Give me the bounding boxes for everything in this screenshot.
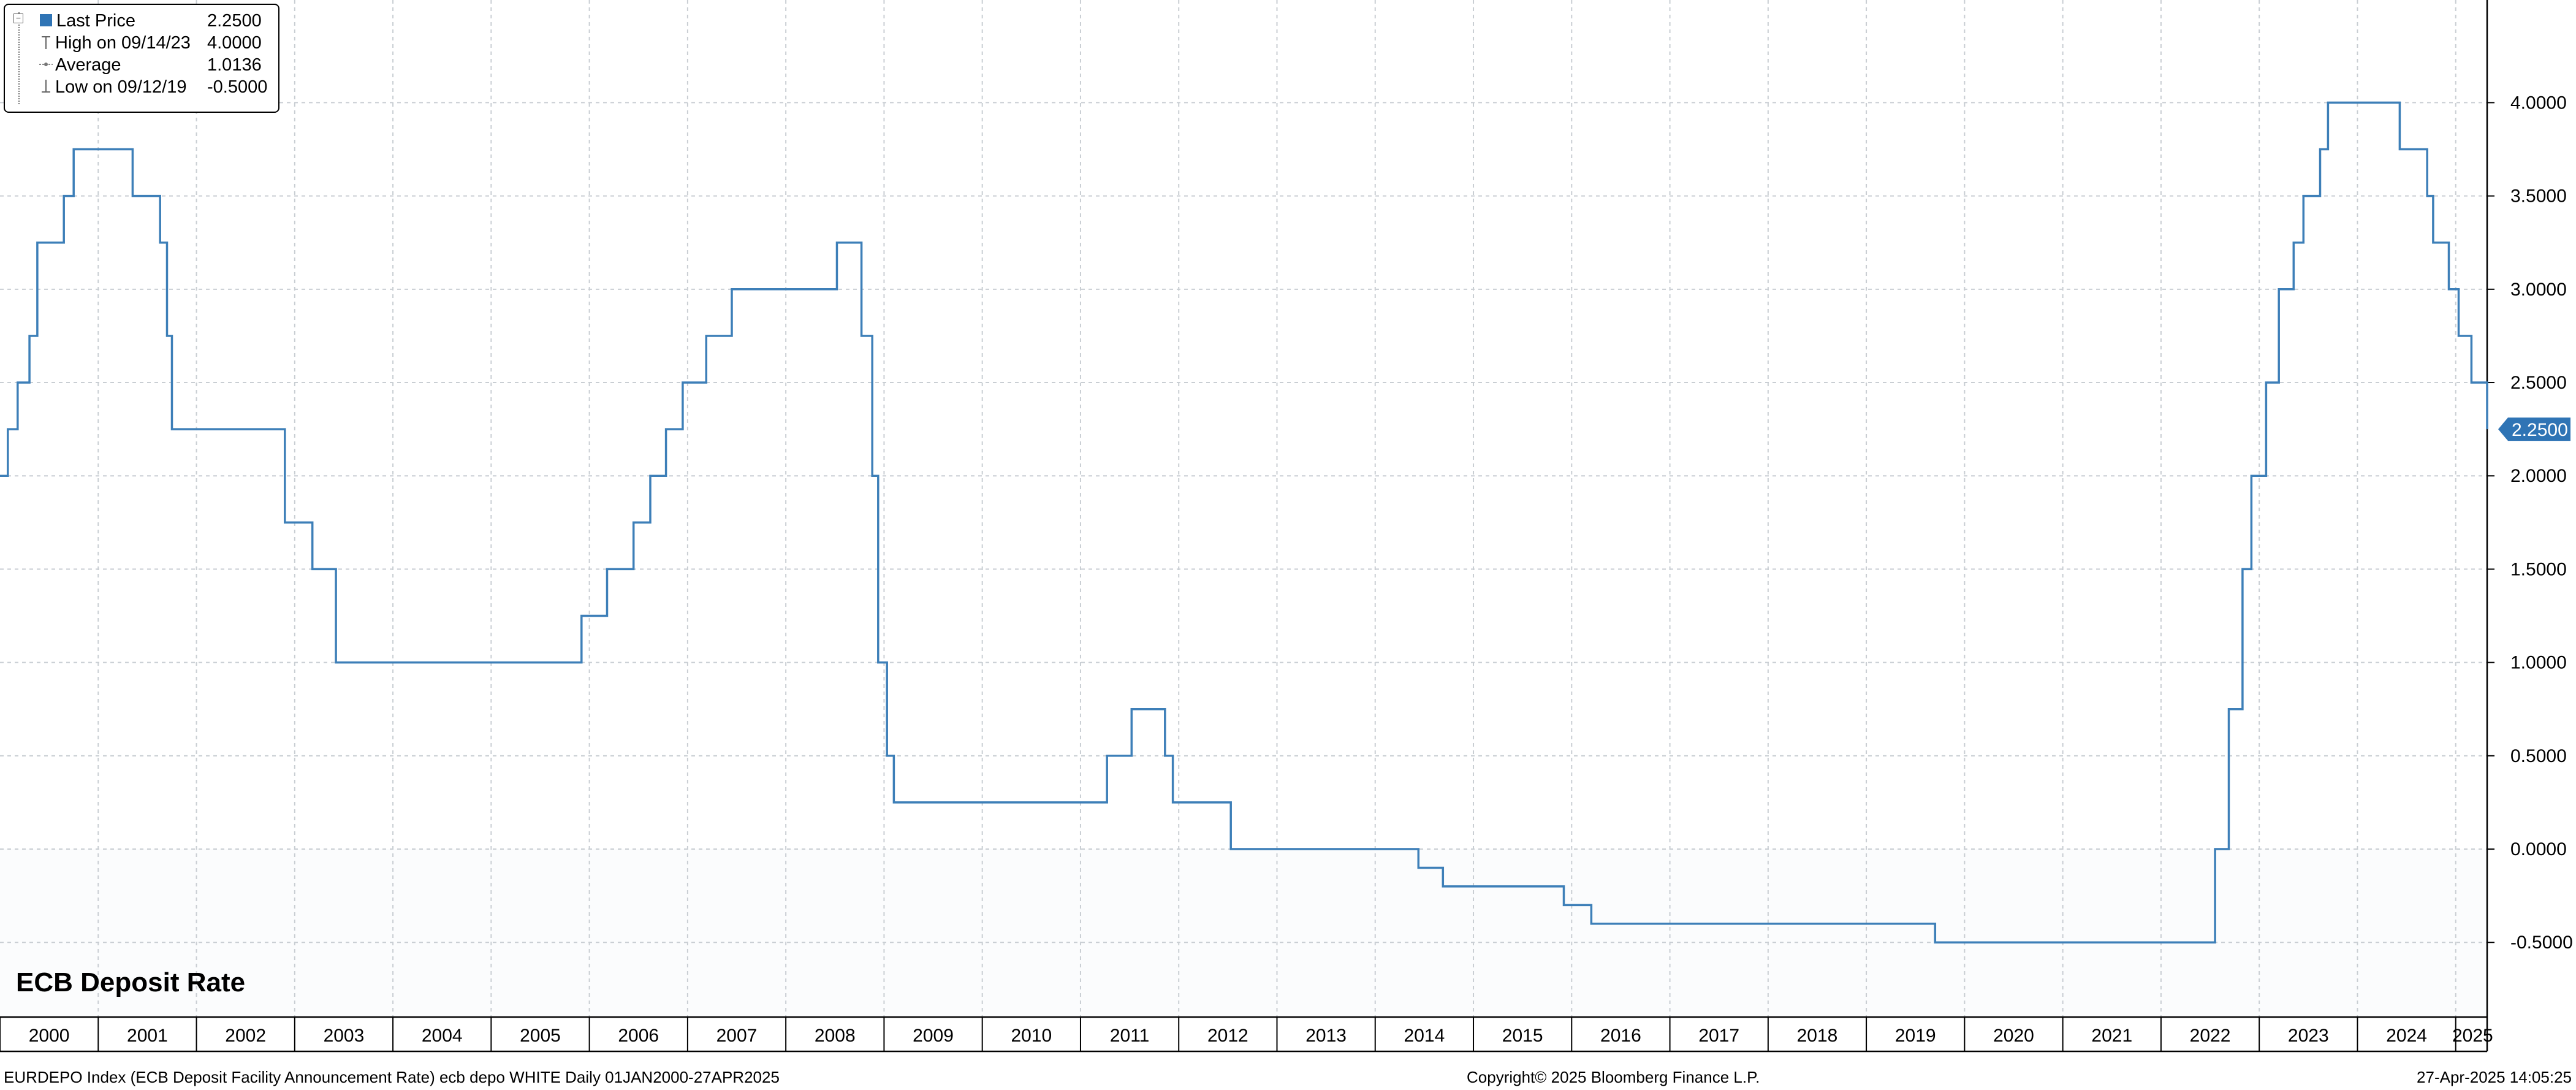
x-tick-label: 2007 [716,1026,758,1046]
last-value-tag-shape [2498,417,2570,441]
legend-label: High on 09/14/23 [55,33,191,53]
legend-row-average: Average 1.0136 [5,54,278,76]
x-tick-label: 2020 [1993,1026,2034,1046]
x-axis-ticks: 2000 2001 2002 2003 2004 2005 2006 2007 2008 2009… [0,1017,2493,1051]
x-tick-label: 2017 [1698,1026,1739,1046]
legend-label: Last Price [56,11,135,31]
x-tick-label: 2010 [1011,1026,1052,1046]
x-tick-label: 2000 [29,1026,70,1046]
x-tick-label: 2019 [1895,1026,1936,1046]
y-tick-label: 2.0000 [2510,466,2567,486]
x-tick-label: 2016 [1600,1026,1641,1046]
x-tick-label: 2008 [815,1026,856,1046]
x-tick-label: 2001 [127,1026,168,1046]
legend-label: Low on 09/12/19 [55,77,187,97]
x-tick-label: 2022 [2190,1026,2231,1046]
legend-row-last-price: Last Price 2.2500 [5,10,278,32]
x-tick-label: 2004 [422,1026,463,1046]
legend-tree-line [18,12,29,104]
y-tick-label: 3.5000 [2510,186,2567,207]
average-marker-icon [39,63,53,66]
x-tick-label: 2003 [324,1026,365,1046]
series-line-last-price [0,101,2488,943]
x-tick-label: 2023 [2288,1026,2329,1046]
legend-collapse-icon[interactable]: − [13,13,23,23]
footer-center: Copyright© 2025 Bloomberg Finance L.P. [1467,1068,1760,1086]
legend-row-low: Low on 09/12/19 -0.5000 [5,76,278,98]
chart-title: ECB Deposit Rate [16,967,245,997]
legend-square-icon [40,14,52,26]
high-marker-icon [42,36,50,49]
x-tick-label: 2006 [618,1026,659,1046]
negative-region [0,849,2487,1017]
last-value-tag-label: 2.2500 [2512,420,2568,440]
y-tick-label: 3.0000 [2510,280,2567,300]
footer-right: 27-Apr-2025 14:05:25 [2417,1068,2572,1086]
legend-value: 2.2500 [207,11,262,31]
y-tick-label: 0.5000 [2510,746,2567,766]
y-tick-label: 2.5000 [2510,373,2567,393]
low-marker-icon [42,80,50,93]
x-tick-label: 2005 [520,1026,561,1046]
x-tick-label: 2018 [1797,1026,1838,1046]
x-tick-label: 2009 [913,1026,954,1046]
legend-row-high: High on 09/14/23 4.0000 [5,32,278,54]
x-tick-label: 2013 [1305,1026,1347,1046]
legend: − Last Price 2.2500 High on 09/14/23 4.0… [4,4,279,113]
y-tick-label: -0.5000 [2510,932,2573,953]
y-tick-label: 1.5000 [2510,559,2567,579]
y-tick-label: 1.0000 [2510,653,2567,673]
x-tick-label: 2012 [1207,1026,1248,1046]
legend-value: -0.5000 [207,77,268,97]
x-tick-label: 2025 [2452,1026,2493,1046]
plot-area [0,0,2487,1017]
legend-value: 1.0136 [207,55,262,75]
legend-value: 4.0000 [207,33,262,53]
y-tick-label: 0.0000 [2510,839,2567,859]
legend-label: Average [55,55,121,75]
x-tick-label: 2014 [1404,1026,1445,1046]
x-gridlines [97,0,2456,1017]
x-tick-label: 2015 [1502,1026,1543,1046]
x-tick-label: 2021 [2091,1026,2132,1046]
footer-left: EURDEPO Index (ECB Deposit Facility Anno… [4,1068,780,1086]
y-axis-ticks: -0.5000 0.0000 0.5000 1.0000 1.5000 2.0000 2.5… [2487,93,2573,953]
x-tick-label: 2011 [1110,1026,1150,1046]
x-tick-label: 2002 [225,1026,266,1046]
last-value-tag: 2.2500 [2498,417,2570,441]
y-tick-label: 4.0000 [2510,93,2567,113]
x-tick-label: 2024 [2386,1026,2427,1046]
